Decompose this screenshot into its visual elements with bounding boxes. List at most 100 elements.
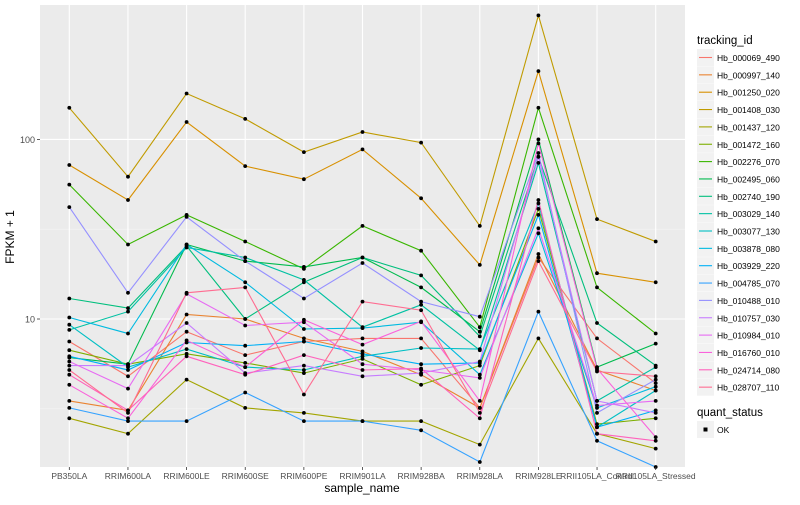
y-axis-label: FPKM + 1	[3, 210, 17, 264]
data-point	[653, 365, 658, 369]
x-axis: PB350LA RRIM600LA RRIM600LE RRIM600SE RRIM60…	[51, 467, 696, 481]
data-point	[419, 285, 423, 290]
data-point	[67, 354, 72, 359]
data-point	[360, 130, 365, 134]
data-point	[184, 338, 189, 343]
data-point	[126, 419, 130, 423]
x-tick-label: RRII105LA_Control	[560, 471, 634, 481]
data-point	[302, 150, 306, 155]
data-point	[477, 263, 482, 267]
data-point	[653, 446, 658, 451]
data-point	[126, 290, 130, 295]
legend-label: Hb_001408_030	[717, 105, 780, 115]
data-point	[477, 406, 482, 410]
data-point	[126, 411, 130, 415]
legend-item: Hb_003077_130	[697, 222, 780, 240]
x-tick-label: RRIM600PE	[280, 471, 328, 481]
data-point	[184, 354, 189, 359]
data-point	[595, 438, 599, 443]
legend-item: Hb_000997_140	[697, 66, 780, 84]
data-point	[302, 177, 306, 182]
legend-label: Hb_010488_010	[717, 296, 780, 306]
data-point	[653, 377, 658, 382]
data-point	[419, 273, 423, 278]
data-point	[653, 435, 658, 439]
data-point	[67, 182, 72, 187]
x-tick-label: RRIM600SE	[222, 471, 270, 481]
data-point	[419, 382, 423, 387]
x-tick-label: RRIM928LA	[457, 471, 504, 481]
legend-label: Hb_001437_120	[717, 122, 780, 132]
data-point	[595, 411, 599, 415]
data-point	[653, 381, 658, 385]
legend-item: Hb_028707_110	[697, 378, 780, 396]
data-point	[67, 339, 72, 344]
legend-label: Hb_001250_020	[717, 88, 780, 98]
legend-item: Hb_001472_160	[697, 135, 780, 153]
data-point	[477, 363, 482, 368]
data-point	[477, 442, 482, 447]
legend-item: Hb_001437_120	[697, 118, 780, 136]
data-point	[302, 327, 306, 331]
data-point	[595, 321, 599, 325]
data-point	[477, 372, 482, 377]
data-point	[477, 411, 482, 415]
data-point	[536, 141, 541, 146]
data-point	[536, 151, 541, 155]
x-tick-label: RRIM928BA	[398, 471, 446, 481]
data-point	[360, 326, 365, 330]
legend-item: Hb_004785_070	[697, 274, 780, 292]
legend-title: tracking_id	[697, 35, 753, 47]
x-tick-label: RRIM600LE	[163, 471, 210, 481]
data-point	[302, 339, 306, 344]
data-point	[67, 296, 72, 301]
data-point	[243, 406, 248, 410]
x-axis-label: sample_name	[324, 481, 400, 495]
legend-label: Hb_002740_190	[717, 192, 780, 202]
data-point	[536, 213, 541, 217]
data-point	[126, 306, 130, 310]
data-point	[536, 252, 541, 256]
data-point	[595, 422, 599, 426]
data-point	[243, 255, 248, 260]
data-point	[419, 371, 423, 375]
data-point	[67, 382, 72, 387]
data-point	[67, 416, 72, 421]
data-point	[126, 368, 130, 372]
y-tick-label: 10	[25, 315, 35, 325]
legend-key-point	[703, 427, 708, 432]
data-point	[419, 336, 423, 341]
legend-label: Hb_003878_080	[717, 244, 780, 254]
data-point	[302, 296, 306, 301]
data-point	[302, 336, 306, 341]
legend-items: Hb_000069_490 Hb_000997_140 Hb_001250_020 H…	[697, 49, 780, 396]
data-point	[477, 376, 482, 380]
data-point	[243, 164, 248, 169]
data-point	[67, 315, 72, 320]
data-point	[477, 347, 482, 351]
data-point	[67, 372, 72, 377]
legend-item: Hb_000069_490	[697, 49, 780, 66]
legend-label: Hb_010757_030	[717, 313, 780, 323]
data-point	[126, 174, 130, 179]
legend-label: Hb_010984_010	[717, 331, 780, 341]
data-point	[67, 205, 72, 210]
data-point	[419, 428, 423, 433]
data-point	[477, 359, 482, 364]
data-point	[477, 399, 482, 403]
legend-label: Hb_003029_140	[717, 209, 780, 219]
legend-label: Hb_024714_080	[717, 365, 780, 375]
data-point	[419, 299, 423, 304]
data-point	[126, 198, 130, 202]
data-point	[302, 371, 306, 375]
data-point	[595, 271, 599, 276]
data-point	[184, 245, 189, 250]
data-point	[419, 366, 423, 371]
data-point	[184, 347, 189, 351]
legend-label: Hb_003929_220	[717, 261, 780, 271]
data-point	[243, 117, 248, 121]
series-points	[67, 13, 658, 469]
data-point	[360, 419, 365, 423]
data-point	[419, 302, 423, 307]
